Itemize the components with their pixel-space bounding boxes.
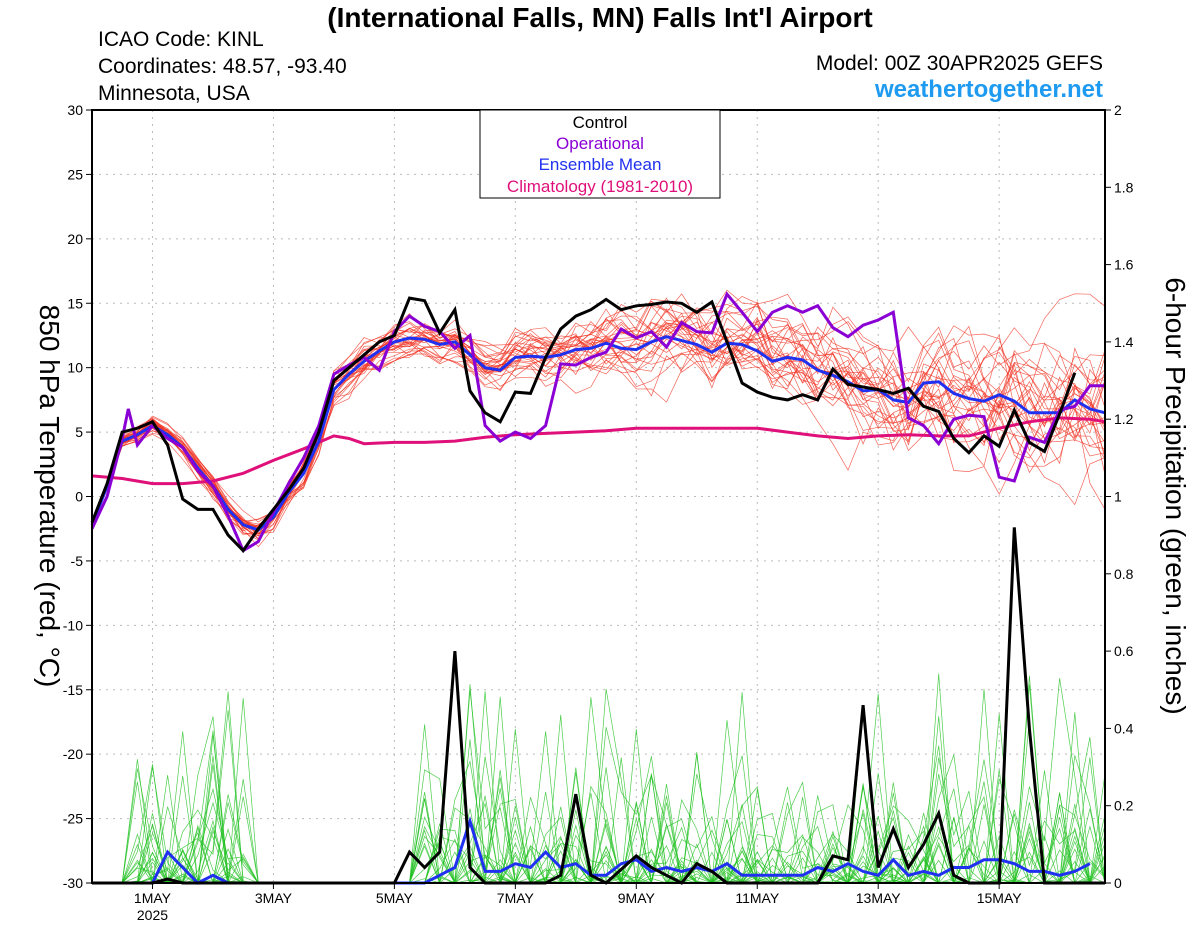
legend-box (479, 109, 721, 199)
x-tick-label: 9MAY (618, 890, 656, 906)
chart-series (90, 291, 1106, 885)
temperature-member-line (91, 293, 1106, 537)
precip-control-line (92, 527, 1105, 885)
x-tick-label: 5MAY (376, 890, 414, 906)
left-tick-label: -20 (63, 746, 83, 762)
temperature-member-line (91, 317, 1106, 536)
precipitation-ensemble-members (92, 673, 1106, 885)
left-tick-label: 15 (67, 295, 83, 311)
temperature-member-line (91, 301, 1106, 525)
y-axis-label-left: 850 hPa Temperature (red, °C) (34, 305, 65, 688)
right-tick-label: 0.4 (1114, 720, 1134, 736)
right-tick-label: 1.6 (1114, 257, 1134, 273)
temp-control-line (90, 296, 1077, 553)
legend: Control Operational Ensemble Mean Climat… (479, 109, 721, 199)
x-tick-sublabel: 2025 (137, 907, 168, 923)
left-tick-label: 0 (75, 489, 83, 505)
x-tick-label: 7MAY (497, 890, 535, 906)
y-axis-label-right: 6-hour Precipitation (green, inches) (1160, 277, 1191, 714)
icao-code: ICAO Code: KINL (98, 28, 264, 51)
region-label: Minnesota, USA (98, 82, 250, 105)
left-tick-label: -5 (71, 553, 84, 569)
model-run-label: Model: 00Z 30APR2025 GEFS (815, 52, 1103, 75)
x-tick-label: 1MAY (134, 890, 172, 906)
temperature-member-line (91, 295, 1106, 524)
legend-climatology: Climatology (1981-2010) (507, 177, 693, 196)
right-tick-label: 2 (1114, 102, 1122, 118)
temperature-member-line (91, 316, 1106, 537)
right-tick-label: 1.2 (1114, 411, 1134, 427)
left-tick-label: 25 (67, 166, 83, 182)
temperature-member-line (91, 327, 1106, 525)
right-tick-label: 0.8 (1114, 566, 1134, 582)
right-tick-label: 0.2 (1114, 798, 1134, 814)
chart-title: (International Falls, MN) Falls Int'l Ai… (327, 2, 873, 33)
temp-operational-line (90, 291, 1105, 553)
right-tick-label: 1.4 (1114, 334, 1134, 350)
grid-lines (92, 110, 1105, 883)
left-tick-label: 20 (67, 231, 83, 247)
left-tick-label: -15 (63, 682, 83, 698)
legend-operational: Operational (556, 134, 644, 153)
legend-ensemble-mean: Ensemble Mean (539, 155, 662, 174)
temperature-member-line (91, 308, 1106, 540)
right-tick-label: 0 (1114, 875, 1122, 891)
coordinates: Coordinates: 48.57, -93.40 (98, 55, 347, 78)
right-tick-label: 1 (1114, 489, 1122, 505)
right-tick-label: 0.6 (1114, 643, 1134, 659)
temperature-member-line (91, 317, 1106, 548)
precipitation-member-line (92, 710, 1106, 884)
temperature-member-line (91, 318, 1106, 534)
x-tick-label: 11MAY (735, 890, 779, 906)
left-tick-label: 30 (67, 102, 83, 118)
left-tick-label: -30 (63, 875, 83, 891)
axes: 302520151050-5-10-15-20-25-3021.81.61.41… (63, 102, 1134, 923)
left-tick-label: 10 (67, 360, 83, 376)
left-tick-label: 5 (75, 424, 83, 440)
site-link[interactable]: weathertogether.net (874, 76, 1103, 103)
left-tick-label: -10 (63, 617, 83, 633)
precip-ensemble-mean-line (92, 816, 1091, 885)
precipitation-member-line (92, 708, 1106, 884)
right-tick-label: 1.8 (1114, 179, 1134, 195)
climatology-line (91, 416, 1106, 486)
legend-control: Control (573, 113, 628, 132)
x-tick-label: 15MAY (977, 890, 1023, 906)
left-tick-label: -25 (63, 811, 83, 827)
x-tick-label: 13MAY (856, 890, 902, 906)
x-tick-label: 3MAY (255, 890, 293, 906)
